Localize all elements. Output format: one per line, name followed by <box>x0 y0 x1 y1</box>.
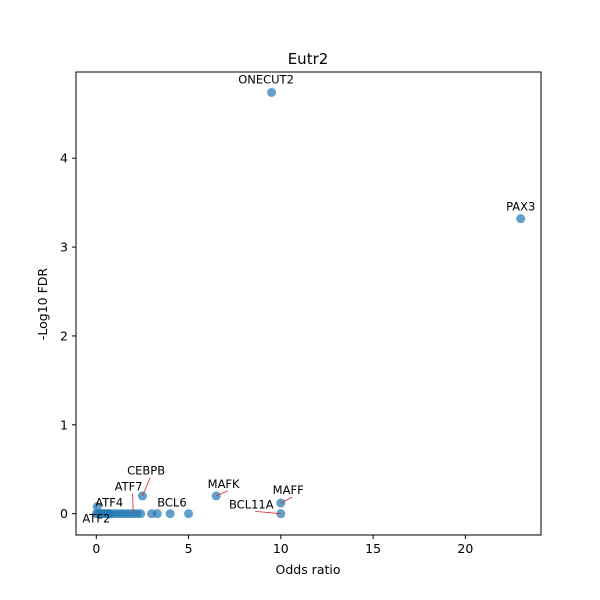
annotation-leader-line <box>142 477 151 497</box>
x-tick-label: 10 <box>273 541 289 556</box>
data-points <box>91 87 526 519</box>
x-axis-label: Odds ratio <box>275 562 340 577</box>
point-label: MAFK <box>208 477 240 491</box>
x-tick-label: 15 <box>365 541 381 556</box>
point-label: ATF4 <box>95 496 123 510</box>
point-label: ONECUT2 <box>238 73 294 87</box>
data-point <box>184 509 194 519</box>
annotation-leader-line <box>216 490 228 497</box>
x-tick-label: 5 <box>185 541 193 556</box>
x-tick-label: 0 <box>92 541 100 556</box>
data-point <box>516 214 526 224</box>
plot-frame <box>75 71 542 536</box>
data-point <box>136 509 146 519</box>
y-tick-label: 2 <box>60 328 68 343</box>
point-annotations: ONECUT2 PAX3 CEBPB MAFK MAFF ATF7 ATF4 BCL6 BCL1… <box>82 73 535 526</box>
annotation-leader-line <box>255 510 281 515</box>
point-label: PAX3 <box>506 200 535 214</box>
annotation-leader-line <box>280 496 293 504</box>
point-label: MAFF <box>273 483 304 497</box>
chart-title: Eutr2 <box>288 50 329 68</box>
point-label: BCL6 <box>157 496 186 510</box>
data-point <box>267 87 277 97</box>
point-label: BCL11A <box>229 497 274 511</box>
point-label: ATF7 <box>115 480 143 494</box>
point-label: CEBPB <box>127 464 165 478</box>
y-tick-label: 0 <box>60 506 68 521</box>
data-point <box>165 509 175 519</box>
annotation-leader-line <box>132 493 134 514</box>
y-axis-label: -Log10 FDR <box>35 268 50 341</box>
data-point <box>152 509 162 519</box>
x-tick-label: 20 <box>457 541 473 556</box>
y-tick-label: 3 <box>60 240 68 255</box>
axis-ticks: 0 5 10 15 20 0 1 2 3 4 <box>60 151 473 556</box>
y-tick-label: 4 <box>60 151 68 166</box>
y-tick-label: 1 <box>60 417 68 432</box>
data-point <box>92 502 102 512</box>
point-label: ATF2 <box>82 512 110 526</box>
